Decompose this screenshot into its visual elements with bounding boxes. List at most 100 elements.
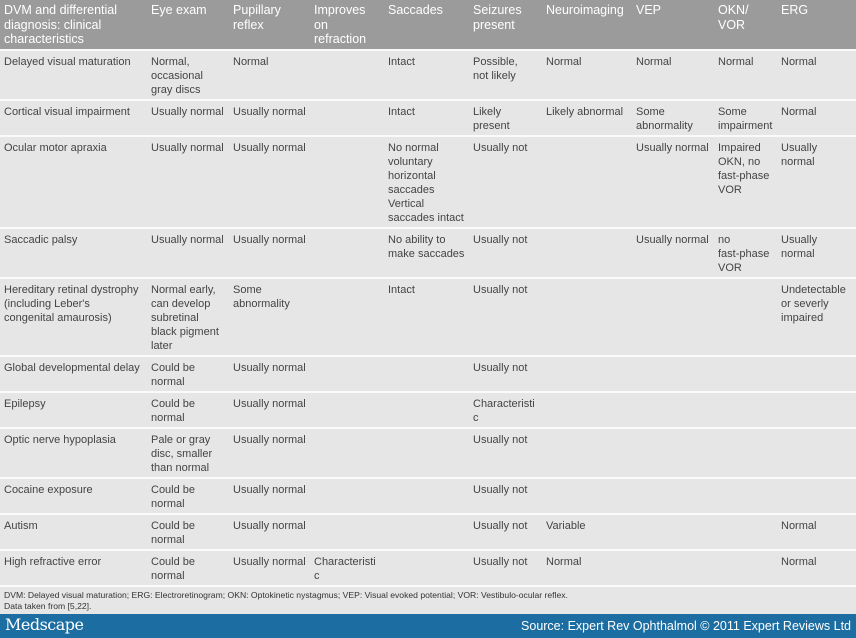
table-cell: No ability to make saccades [384,227,469,278]
table-cell: Usually normal [632,135,714,228]
table-cell [777,391,856,428]
table-cell [384,549,469,585]
table-cell: Intact [384,49,469,100]
table-cell: Characteristic [310,549,384,585]
table-cell: Usually not [469,355,542,392]
table-cell [632,513,714,550]
table-cell: Could be normal [147,391,229,428]
table-cell: Variable [542,513,632,550]
table-cell: Usually not [469,477,542,514]
footer-bar: Medscape Source: Expert Rev Ophthalmol ©… [0,614,856,638]
table-cell: Normal [777,549,856,585]
table-cell: Usually not [469,227,542,278]
table-cell [632,477,714,514]
table-cell: Usually normal [777,135,856,228]
table-cell [384,513,469,550]
table-cell [714,355,777,392]
table-cell: Characteristic [469,391,542,428]
column-header: VEP [632,0,714,50]
table-cell: Intact [384,99,469,136]
table-cell: Normal [777,49,856,100]
table-cell [714,277,777,356]
table-cell: Normal [714,49,777,100]
column-header: DVM and differential diagnosis: clinical… [0,0,147,50]
row-label: Autism [0,513,147,550]
row-label: Epilepsy [0,391,147,428]
table-cell: Normal [542,549,632,585]
table-cell: Usually not [469,135,542,228]
table-cell: Normal [229,49,310,100]
table-cell [384,427,469,478]
table-cell: Usually not [469,513,542,550]
table-cell: Usually normal [147,99,229,136]
table-row: Delayed visual maturation Normal, occasio… [0,49,856,100]
column-header: Pupillary reflex [229,0,310,50]
table-cell: Pale or gray disc, smaller than normal [147,427,229,478]
table-row: High refractive error Could be normal Usua… [0,549,856,585]
table-cell [310,277,384,356]
table-cell: Some abnormality [632,99,714,136]
column-header: OKN/ VOR [714,0,777,50]
row-label: Cortical visual impairment [0,99,147,136]
column-header: Seizures present [469,0,542,50]
column-header: Neuroimaging [542,0,632,50]
footnote: DVM: Delayed visual maturation; ERG: Ele… [0,585,856,614]
table-cell [310,391,384,428]
table-cell [777,355,856,392]
table-cell [384,391,469,428]
table-cell [632,549,714,585]
table-cell: Likely present [469,99,542,136]
table-cell [542,135,632,228]
table-row: Autism Could be normal Usually normal Usual… [0,513,856,550]
table-row: Hereditary retinal dystrophy (including … [0,277,856,356]
table-cell [310,355,384,392]
table-cell [714,477,777,514]
table-cell [310,135,384,228]
table-cell: Usually normal [147,227,229,278]
medscape-logo: Medscape [5,615,84,634]
row-label: High refractive error [0,549,147,585]
table-cell: Impaired OKN, no fast-phase VOR [714,135,777,228]
clinical-characteristics-table: DVM and differential diagnosis: clinical… [0,0,856,585]
table-cell [310,427,384,478]
table-cell: Could be normal [147,477,229,514]
table-cell [542,477,632,514]
table-cell [542,277,632,356]
table-cell [714,427,777,478]
table-cell [384,477,469,514]
table-cell [632,277,714,356]
table-cell: Usually not [469,427,542,478]
table-cell: Usually not [469,277,542,356]
table-cell: Usually normal [229,477,310,514]
table-cell [310,49,384,100]
table-cell: Normal [632,49,714,100]
table-cell [310,227,384,278]
table-cell: Normal [542,49,632,100]
table-cell: Usually normal [147,135,229,228]
table-cell: Usually normal [229,549,310,585]
table-cell: Usually normal [229,99,310,136]
table-cell: Could be normal [147,549,229,585]
table-cell [714,391,777,428]
table-cell [632,355,714,392]
table-cell: Usually normal [229,355,310,392]
table-cell: Normal early, can develop subretinal bla… [147,277,229,356]
table-cell: Could be normal [147,355,229,392]
table-cell: No normal voluntary horizontal saccades … [384,135,469,228]
table-cell [714,513,777,550]
table-cell: Some abnormality [229,277,310,356]
column-header: Saccades [384,0,469,50]
column-header: Improves on refraction [310,0,384,50]
table-cell [777,477,856,514]
source-credit: Source: Expert Rev Ophthalmol © 2011 Exp… [521,619,851,633]
table-row: Saccadic palsy Usually normal Usually norm… [0,227,856,278]
table-cell [632,427,714,478]
table-cell: Normal [777,99,856,136]
table-row: Cortical visual impairment Usually normal… [0,99,856,136]
column-header: ERG [777,0,856,50]
row-label: Cocaine exposure [0,477,147,514]
table-cell: Normal, occasional gray discs [147,49,229,100]
row-label: Saccadic palsy [0,227,147,278]
table-cell: Usually normal [229,513,310,550]
table-cell: Intact [384,277,469,356]
